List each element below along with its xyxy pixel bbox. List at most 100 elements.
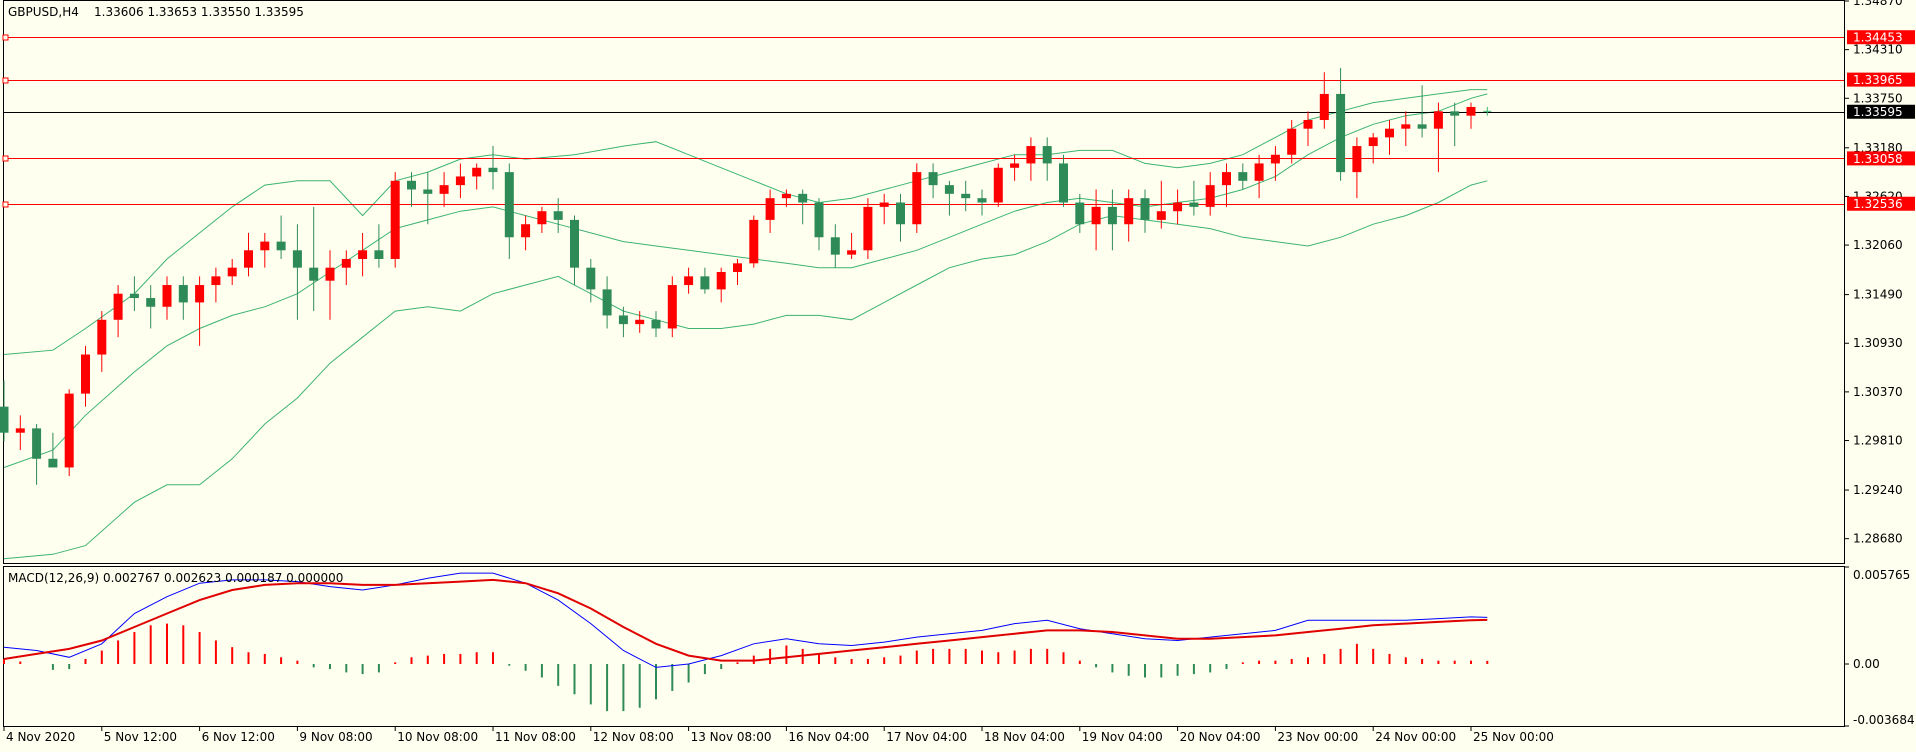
candle <box>944 180 954 216</box>
candle-body <box>1385 128 1394 138</box>
candle-body <box>1205 185 1215 207</box>
candle <box>879 193 889 225</box>
candle-body <box>1303 120 1313 129</box>
time-tick-label: 24 Nov 00:00 <box>1375 730 1456 744</box>
candle <box>178 276 188 320</box>
candle-body <box>537 211 547 225</box>
candle <box>1450 102 1460 147</box>
candle-body <box>407 180 416 190</box>
candle <box>195 276 205 346</box>
candle-body <box>1254 163 1264 181</box>
candle-body <box>1140 198 1150 220</box>
candle <box>1238 163 1248 190</box>
level-price-label: 1.33965 <box>1853 73 1903 87</box>
candle-body <box>292 250 302 268</box>
candle <box>651 311 661 338</box>
macd-axis: 0.005765 0.00 -0.003684 <box>1844 566 1915 727</box>
candle-body <box>244 250 253 268</box>
candle-body <box>488 167 498 173</box>
macd-histogram <box>3 623 1489 712</box>
candle-body <box>847 250 857 255</box>
candle-body <box>765 198 775 220</box>
price-tick-label: 1.30930 <box>1853 336 1903 350</box>
candle <box>1483 106 1492 116</box>
candle-body <box>553 211 563 220</box>
chart-symbol-title: GBPUSD,H4 <box>8 5 79 19</box>
candle-body <box>146 298 156 307</box>
candle <box>1270 146 1280 181</box>
candle <box>1010 154 1020 181</box>
candle <box>1042 137 1052 181</box>
candle-body <box>195 285 205 303</box>
candle <box>15 415 25 451</box>
candle-body <box>602 289 612 316</box>
candle <box>1026 137 1036 181</box>
candle <box>439 172 449 207</box>
candle-body <box>1107 206 1117 225</box>
candle-body <box>309 267 319 281</box>
candle <box>1417 85 1427 138</box>
candle-body <box>1352 146 1362 173</box>
candle-body <box>667 285 677 329</box>
candle <box>635 311 645 333</box>
candle-body <box>651 319 661 329</box>
time-tick-label: 17 Nov 04:00 <box>886 730 967 744</box>
candle-body <box>423 189 433 194</box>
candle <box>1385 120 1394 155</box>
candle-body <box>1124 198 1134 225</box>
candle <box>830 224 840 268</box>
candle <box>1466 102 1476 129</box>
band-lower-line <box>3 180 1488 560</box>
price-tick-label: 1.29810 <box>1853 434 1903 448</box>
candle <box>244 232 253 277</box>
price-axis: 1.348701.343101.337501.331801.326201.320… <box>1844 0 1915 546</box>
candle-body <box>928 172 938 186</box>
level-price-tag <box>1847 30 1915 45</box>
level-price-label: 1.33058 <box>1853 152 1903 166</box>
candle <box>602 276 612 329</box>
candle-body <box>455 176 465 186</box>
macd-lines <box>3 572 1488 668</box>
level-price-label: 1.32536 <box>1853 197 1903 211</box>
candle <box>521 215 531 251</box>
candle-body <box>700 276 710 290</box>
candle-body <box>961 193 971 199</box>
candle-body <box>830 237 840 255</box>
candle-body <box>0 406 9 433</box>
candle-body <box>1059 163 1068 203</box>
price-pane-frame <box>3 0 1845 564</box>
candle <box>1336 67 1346 181</box>
candle-body <box>1368 137 1378 147</box>
candle <box>553 198 563 233</box>
candle-body <box>1466 106 1476 116</box>
candle <box>1303 111 1313 147</box>
candle-body <box>1042 146 1052 164</box>
candle <box>977 189 987 216</box>
candle <box>928 163 938 199</box>
candle <box>129 276 139 312</box>
candle <box>162 276 172 320</box>
candle-body <box>1433 111 1443 129</box>
macd-tick-label: 0.00 <box>1853 657 1880 671</box>
candle <box>1319 72 1329 129</box>
candle <box>847 232 857 259</box>
candle-body <box>1319 93 1329 121</box>
candle <box>48 432 58 468</box>
candle <box>814 198 824 251</box>
candle-body <box>162 285 172 307</box>
current-price-label: 1.33595 <box>1853 105 1903 119</box>
time-tick-label: 20 Nov 04:00 <box>1180 730 1261 744</box>
candle <box>961 180 971 212</box>
candle <box>781 189 791 207</box>
level-anchor-handle <box>2 155 9 162</box>
time-tick-label: 12 Nov 08:00 <box>593 730 674 744</box>
price-tick-label: 1.33180 <box>1853 141 1903 155</box>
candle <box>113 285 123 338</box>
level-price-tag <box>1847 151 1915 166</box>
candle <box>1189 180 1199 216</box>
candle <box>504 163 514 259</box>
candle <box>1091 189 1101 251</box>
candle-body <box>1156 211 1166 220</box>
